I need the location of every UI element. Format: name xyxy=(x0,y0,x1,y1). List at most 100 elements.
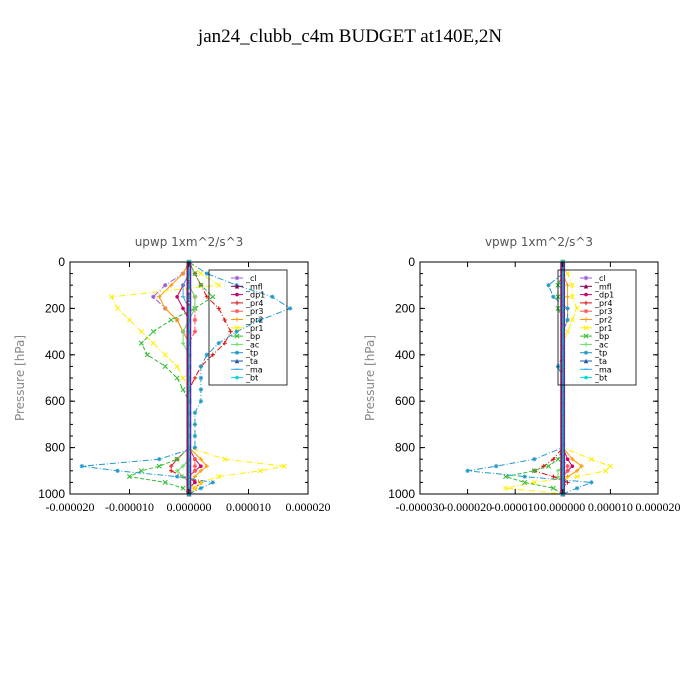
legend-entry: _mfl xyxy=(580,282,612,291)
legend-label: _pr3 xyxy=(245,307,263,316)
series-point xyxy=(163,283,168,288)
legend-marker xyxy=(234,358,240,364)
series-point xyxy=(198,399,204,404)
legend-entry: _pr2 xyxy=(231,316,263,325)
series-point xyxy=(174,363,180,369)
series-point xyxy=(503,485,509,491)
y-tick-label: 800 xyxy=(45,441,65,455)
series-point xyxy=(192,463,198,469)
legend-entry: _ac xyxy=(580,340,608,349)
series-point xyxy=(151,294,156,299)
legend-entry: _cl xyxy=(231,274,257,283)
series-line xyxy=(505,261,612,495)
legend-entry: _ma xyxy=(231,365,263,374)
legend-entry: _ac xyxy=(231,340,259,349)
series-point xyxy=(192,375,198,381)
series-pr1 xyxy=(109,259,287,497)
legend-label: _bp xyxy=(594,332,609,341)
series-point xyxy=(168,283,174,288)
series-point xyxy=(193,480,197,485)
legend-marker xyxy=(584,375,588,380)
legend-entry: _bp xyxy=(231,332,260,341)
series-point xyxy=(555,474,561,479)
series-point xyxy=(175,295,179,299)
series-point xyxy=(198,375,204,381)
series-point xyxy=(198,282,204,288)
y-tick-label: 0 xyxy=(58,255,65,269)
series-point xyxy=(198,387,204,392)
legend: _cl_mfl_dp1_pr4_pr3_pr2_pr1_bp_ac_tp_ta_… xyxy=(208,269,288,386)
legend-label: _dp1 xyxy=(594,291,614,300)
legend-marker xyxy=(583,284,589,289)
y-tick-label: 800 xyxy=(395,441,415,455)
legend-entry: _tp xyxy=(580,349,607,358)
series-point xyxy=(192,294,198,299)
series-point xyxy=(192,410,198,415)
legend-entry: _tp xyxy=(231,349,258,358)
series-point xyxy=(216,282,222,288)
legend-label: _tp xyxy=(245,349,258,358)
series-point xyxy=(222,341,227,346)
series-point xyxy=(198,271,204,277)
series-point xyxy=(192,317,198,323)
legend-label: _dp1 xyxy=(245,291,265,300)
series-point xyxy=(180,329,186,334)
series-point xyxy=(270,294,275,299)
series-point xyxy=(222,456,228,462)
series-point xyxy=(555,468,561,473)
series-point xyxy=(574,486,580,491)
x-tick-label: 0.000010 xyxy=(226,500,271,514)
series-point xyxy=(603,468,609,474)
series-point xyxy=(192,457,198,462)
series-point xyxy=(192,422,198,427)
series-point xyxy=(551,457,556,462)
series-point xyxy=(192,433,198,439)
legend-entry: _pr2 xyxy=(580,316,612,325)
legend-marker xyxy=(583,309,589,314)
series-point xyxy=(138,329,144,335)
series-point xyxy=(228,329,233,334)
series-point xyxy=(216,474,222,480)
y-axis-label: Pressure [hPa] xyxy=(363,335,377,421)
legend-marker xyxy=(584,292,588,297)
series-point xyxy=(174,317,180,323)
series-point xyxy=(210,480,215,485)
series-point xyxy=(138,340,144,346)
series-point xyxy=(174,468,180,473)
series-point xyxy=(192,271,198,277)
y-tick-label: 400 xyxy=(45,348,65,362)
series-point xyxy=(565,329,571,335)
x-tick-label: 0.000000 xyxy=(167,500,212,514)
panel-vpwp: vpwp 1xm^2/s^3 Pressure [hPa] 0 200 400 600 80… xyxy=(363,235,681,514)
series-point xyxy=(545,463,552,469)
series-point xyxy=(115,468,120,473)
legend-marker xyxy=(583,342,589,347)
legend-label: _bt xyxy=(594,374,607,383)
legend-marker xyxy=(235,375,239,380)
legend-label: _pr4 xyxy=(245,299,263,308)
legend-label: _bp xyxy=(245,332,260,341)
legend-entry: _dp1 xyxy=(580,291,614,300)
series-point xyxy=(565,283,570,288)
series-point xyxy=(569,282,575,288)
legend: _cl_mfl_dp1_pr4_pr3_pr2_pr1_bp_ac_tp_ta_… xyxy=(557,269,637,386)
series-point xyxy=(281,463,287,469)
legend-marker xyxy=(234,342,240,347)
series-point xyxy=(551,294,556,299)
legend-label: _cl xyxy=(594,274,606,283)
y-tick-label: 1000 xyxy=(388,487,415,501)
series-point xyxy=(168,463,174,469)
series-point xyxy=(162,479,168,485)
legend-entry: _mfl xyxy=(231,282,263,291)
series-point xyxy=(589,480,594,485)
series-point xyxy=(115,305,121,311)
series-point xyxy=(156,463,162,469)
legend-box xyxy=(208,269,288,386)
legend-label: _pr3 xyxy=(594,307,612,316)
legend-label: _tp xyxy=(594,349,607,358)
y-axis-label: Pressure [hPa] xyxy=(13,335,27,421)
series-point xyxy=(157,294,162,299)
series-point xyxy=(204,352,210,357)
legend-label: _pr1 xyxy=(594,324,612,333)
main-title: jan24_clubb_c4m BUDGET at140E,2N xyxy=(197,26,502,47)
